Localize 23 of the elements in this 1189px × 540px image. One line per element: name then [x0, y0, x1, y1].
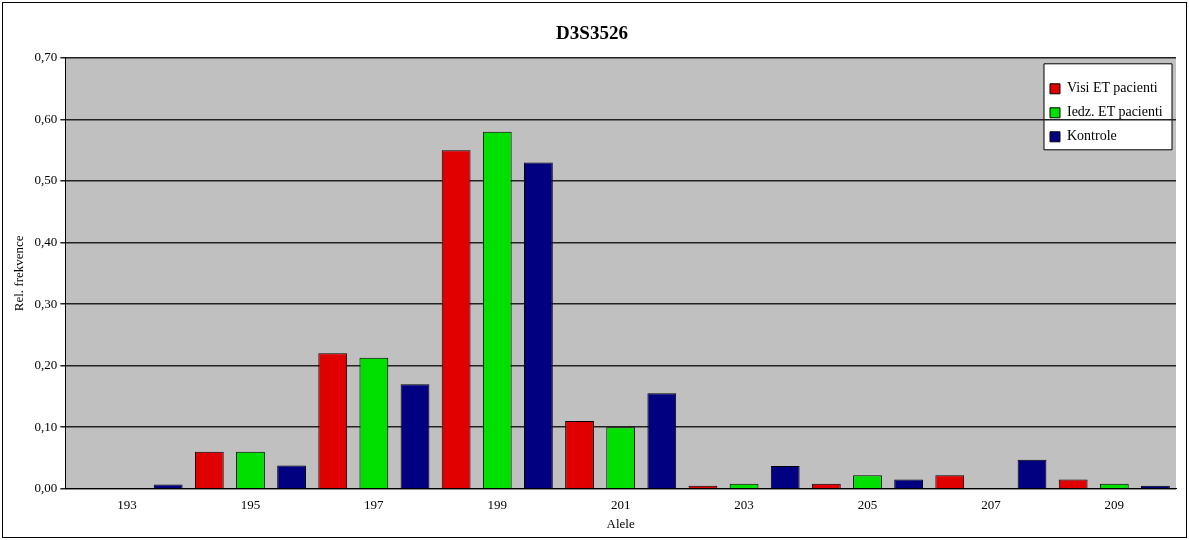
y-tick-label: 0,60 — [34, 110, 58, 126]
x-tick-label: 209 — [1104, 497, 1125, 513]
y-tick-label: 0,50 — [34, 172, 58, 188]
x-tick-label: 197 — [364, 497, 385, 513]
y-axis-title: Rel. frekvence — [11, 235, 27, 312]
x-tick-label: 203 — [734, 497, 754, 513]
y-tick-label: 0,70 — [34, 49, 58, 65]
y-tick-label: 0,40 — [34, 233, 58, 249]
x-tick-label: 195 — [240, 497, 261, 513]
x-tick-label: 201 — [610, 497, 631, 513]
legend-label: Iedz. ET pacienti — [1067, 104, 1163, 120]
legend-label: Visi ET pacienti — [1067, 80, 1158, 96]
y-tick-label: 0,10 — [34, 418, 58, 434]
x-tick-label: 205 — [857, 497, 878, 513]
y-tick-label: 0,00 — [34, 480, 58, 496]
y-tick-label: 0,30 — [34, 295, 58, 311]
x-tick-label: 199 — [487, 497, 508, 513]
x-axis-title: Alele — [606, 515, 635, 531]
x-tick-label: 207 — [981, 497, 1002, 513]
legend-label: Kontrole — [1067, 128, 1117, 144]
x-tick-label: 193 — [117, 497, 137, 513]
chart-title: D3S3526 — [556, 22, 628, 44]
y-tick-label: 0,20 — [34, 357, 58, 373]
